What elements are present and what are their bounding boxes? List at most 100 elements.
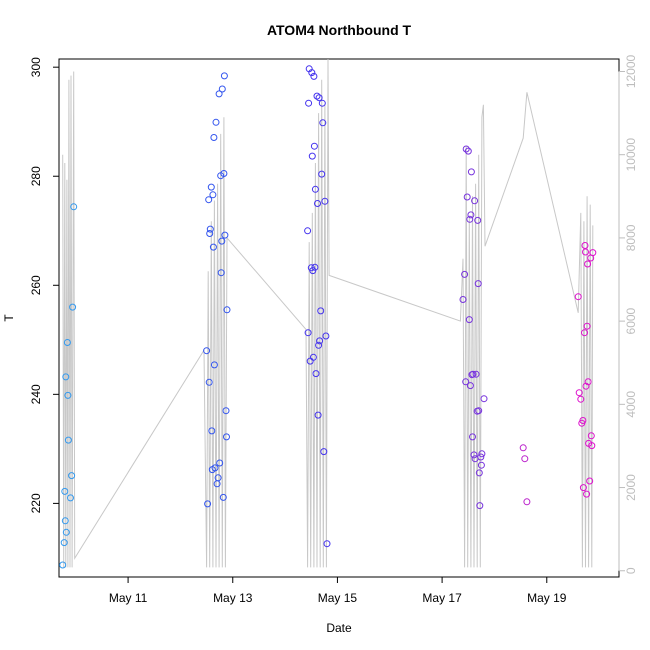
data-point — [469, 433, 476, 441]
chart-title: ATOM4 Northbound T — [267, 22, 412, 38]
data-point — [216, 459, 224, 467]
data-point — [582, 382, 590, 390]
data-point — [316, 337, 324, 345]
data-point — [469, 370, 477, 378]
data-point — [62, 373, 70, 381]
data-point — [480, 395, 488, 403]
data-point — [62, 528, 70, 536]
x-tick-label: May 17 — [422, 591, 462, 605]
x-tick-label: May 11 — [109, 591, 148, 605]
data-point — [322, 332, 330, 340]
data-point — [210, 361, 218, 369]
data-point — [323, 540, 331, 548]
data-point — [583, 322, 591, 330]
y2-tick-label: 10000 — [624, 138, 638, 172]
data-point — [471, 197, 479, 205]
y-tick-label: 300 — [29, 57, 43, 77]
data-point — [208, 427, 216, 435]
data-point — [319, 119, 327, 127]
data-point — [312, 370, 320, 378]
data-point — [589, 249, 597, 257]
data-point — [63, 339, 71, 346]
data-point — [205, 196, 213, 204]
data-point — [212, 118, 220, 126]
data-point — [210, 134, 218, 141]
data-point — [475, 469, 483, 477]
data-point — [223, 433, 230, 441]
data-point — [220, 72, 228, 80]
data-point — [60, 539, 68, 547]
data-point — [314, 200, 321, 207]
y2-tick-label: 8000 — [624, 224, 638, 251]
data-point — [462, 378, 470, 386]
data-point — [308, 69, 316, 77]
data-point — [309, 353, 317, 361]
data-point — [587, 432, 595, 440]
data-point — [218, 85, 226, 93]
data-point — [59, 561, 67, 569]
data-point — [211, 464, 219, 472]
data-point — [577, 395, 585, 403]
data-point — [581, 329, 588, 337]
data-point — [70, 203, 78, 211]
x-tick-label: May 19 — [527, 591, 567, 605]
data-point — [477, 461, 485, 469]
x-tick-label: May 13 — [213, 591, 253, 605]
y2-tick-label: 12000 — [624, 54, 638, 88]
data-point — [313, 92, 321, 100]
data-point — [218, 237, 226, 245]
y-tick-label: 280 — [29, 166, 43, 186]
data-point — [311, 263, 319, 271]
data-point — [466, 382, 474, 390]
data-point — [588, 442, 596, 450]
data-point — [467, 211, 475, 219]
data-point — [579, 417, 587, 424]
data-point — [215, 90, 223, 98]
y-axis-label: T — [2, 314, 16, 322]
data-point — [519, 444, 527, 452]
data-point — [582, 248, 589, 256]
data-point — [214, 474, 222, 482]
data-point — [220, 170, 228, 177]
plot-frame — [58, 58, 620, 578]
data-point — [463, 193, 471, 201]
data-point — [209, 243, 217, 251]
data-point — [315, 94, 323, 102]
data-point — [219, 493, 227, 501]
data-point — [209, 191, 217, 199]
data-point — [475, 407, 483, 415]
data-point — [205, 378, 213, 386]
data-point — [221, 231, 229, 239]
data-point — [467, 168, 475, 176]
x-tick-label: May 15 — [318, 591, 358, 605]
data-point — [476, 502, 484, 510]
data-point — [204, 500, 212, 508]
data-point — [317, 307, 325, 315]
data-point — [207, 183, 215, 191]
points-layer — [59, 65, 597, 569]
data-point — [478, 450, 486, 458]
data-point — [583, 490, 591, 498]
data-point — [61, 517, 69, 525]
data-point — [222, 407, 230, 415]
data-point — [61, 487, 69, 495]
data-point — [579, 484, 587, 492]
data-point — [318, 170, 326, 178]
data-point — [474, 280, 482, 288]
secondary-line-layer — [62, 58, 594, 568]
data-point — [584, 260, 592, 268]
data-point — [470, 451, 478, 459]
y-tick-label: 260 — [29, 275, 43, 295]
data-point — [584, 378, 592, 386]
data-point — [321, 197, 329, 205]
data-point — [575, 389, 583, 397]
data-point — [472, 370, 480, 378]
data-point — [461, 270, 469, 278]
data-point — [64, 436, 72, 444]
x-axis-label: Date — [326, 621, 352, 635]
data-point — [315, 341, 323, 349]
data-point — [474, 216, 482, 224]
y-tick-label: 240 — [29, 384, 43, 404]
data-point — [464, 147, 472, 155]
data-point — [304, 227, 312, 235]
